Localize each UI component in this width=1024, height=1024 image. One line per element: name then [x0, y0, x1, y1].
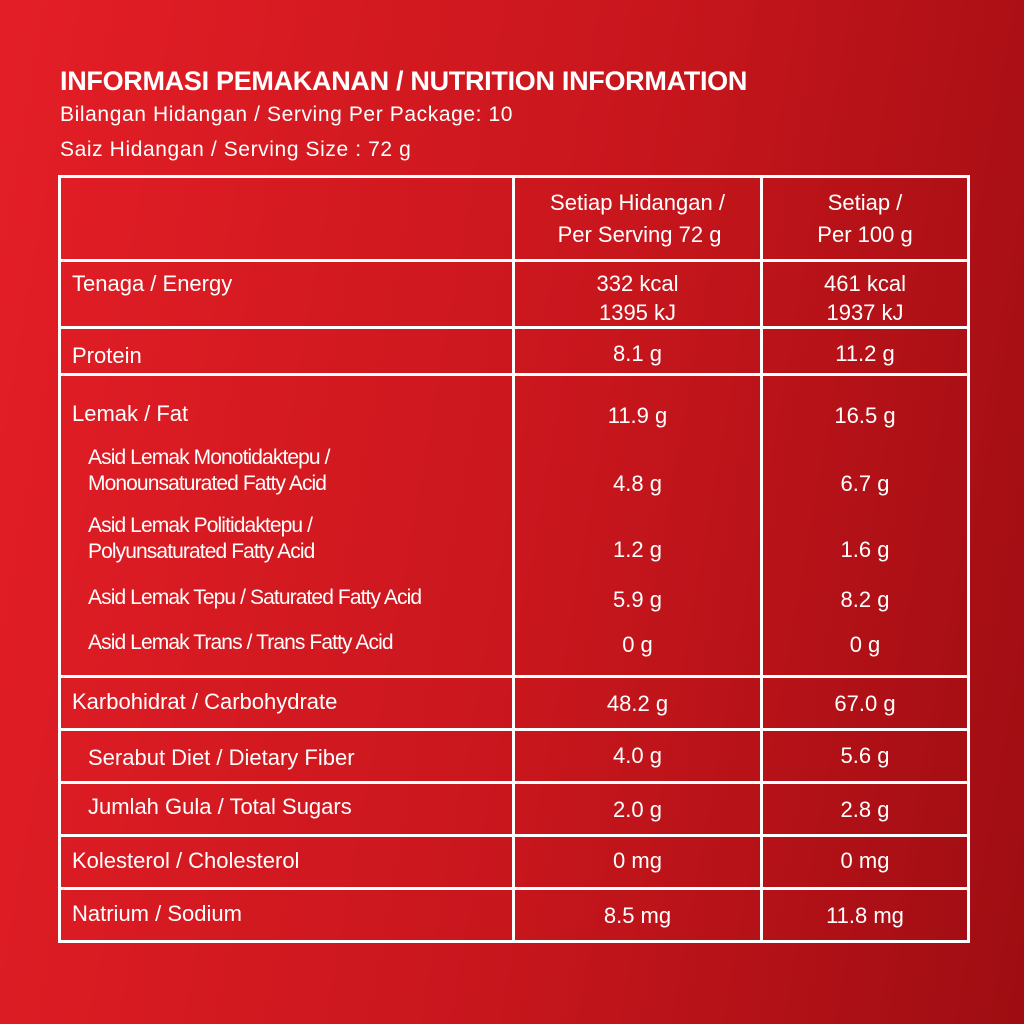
saturated-fat-label: Asid Lemak Tepu / Saturated Fatty Acid	[88, 586, 422, 609]
table-row-fiber: Serabut Diet / Dietary Fiber 4.0 g 5.6 g	[58, 728, 970, 784]
table-row-protein: Protein 8.1 g 11.2 g	[58, 326, 970, 376]
mono-fat-per-100g: 6.7 g	[840, 471, 890, 496]
energy-kcal-per-100g: 461 kcal	[824, 271, 906, 296]
poly-fat-label-line1: Asid Lemak Politidaktepu /	[88, 514, 313, 537]
carbohydrate-per-serving: 48.2 g	[606, 691, 669, 716]
saturated-fat-per-100g: 8.2 g	[840, 587, 890, 612]
protein-per-100g: 11.2 g	[835, 341, 895, 366]
table-row-cholesterol: Kolesterol / Cholesterol 0 mg 0 mg	[58, 834, 970, 890]
sugars-label: Jumlah Gula / Total Sugars	[88, 794, 352, 819]
protein-per-serving: 8.1 g	[613, 341, 662, 366]
table-row-sugars: Jumlah Gula / Total Sugars 2.0 g 2.8 g	[58, 781, 970, 837]
protein-label: Protein	[72, 343, 142, 368]
serving-size: Saiz Hidangan / Serving Size : 72 g	[60, 138, 412, 161]
poly-fat-label-line2: Polyunsaturated Fatty Acid	[88, 540, 315, 563]
trans-fat-per-serving: 0 g	[622, 632, 653, 657]
sodium-label: Natrium / Sodium	[72, 901, 242, 926]
mono-fat-label-line1: Asid Lemak Monotidaktepu /	[88, 446, 330, 469]
energy-kcal-per-serving: 332 kcal	[596, 271, 679, 296]
carbohydrate-per-100g: 67.0 g	[834, 691, 896, 716]
carbohydrate-label: Karbohidrat / Carbohydrate	[72, 689, 338, 714]
fat-per-serving: 11.9 g	[607, 403, 668, 428]
poly-fat-per-100g: 1.6 g	[840, 537, 890, 562]
table-row-fat: Lemak / Fat Asid Lemak Monotidaktepu / M…	[58, 373, 970, 678]
energy-kj-per-serving: 1395 kJ	[598, 300, 677, 325]
sodium-per-100g: 11.8 mg	[826, 903, 904, 928]
mono-fat-per-serving: 4.8 g	[613, 471, 662, 496]
fiber-per-100g: 5.6 g	[840, 743, 890, 768]
nutrition-table: Setiap Hidangan / Per Serving 72 g Setia…	[58, 175, 970, 943]
trans-fat-per-100g: 0 g	[849, 632, 881, 657]
header-per-100g-line2: Per 100 g	[817, 222, 913, 247]
trans-fat-label: Asid Lemak Trans / Trans Fatty Acid	[88, 631, 394, 654]
mono-fat-label-line2: Monounsaturated Fatty Acid	[88, 472, 327, 495]
table-row-energy: Tenaga / Energy 332 kcal 1395 kJ 461 kca…	[58, 259, 970, 329]
header-per-serving-line1: Setiap Hidangan /	[550, 190, 725, 215]
fiber-per-serving: 4.0 g	[613, 743, 662, 768]
cholesterol-label: Kolesterol / Cholesterol	[72, 848, 300, 873]
header-per-serving-line2: Per Serving 72 g	[557, 222, 722, 247]
table-header-row: Setiap Hidangan / Per Serving 72 g Setia…	[58, 175, 970, 262]
page-title: INFORMASI PEMAKANAN / NUTRITION INFORMAT…	[60, 66, 748, 96]
cholesterol-per-serving: 0 mg	[613, 848, 662, 873]
saturated-fat-per-serving: 5.9 g	[613, 587, 662, 612]
cholesterol-per-100g: 0 mg	[840, 848, 890, 873]
sodium-per-serving: 8.5 mg	[603, 903, 672, 928]
header-empty-cell	[58, 175, 515, 262]
servings-per-package: Bilangan Hidangan / Serving Per Package:…	[60, 103, 514, 126]
fiber-label: Serabut Diet / Dietary Fiber	[88, 745, 355, 770]
sugars-per-serving: 2.0 g	[613, 797, 662, 822]
table-row-sodium: Natrium / Sodium 8.5 mg 11.8 mg	[58, 887, 970, 943]
poly-fat-per-serving: 1.2 g	[613, 537, 662, 562]
table-row-carbohydrate: Karbohidrat / Carbohydrate 48.2 g 67.0 g	[58, 675, 970, 731]
energy-label: Tenaga / Energy	[72, 271, 233, 296]
header-per-100g-line1: Setiap /	[827, 190, 903, 215]
fat-per-100g: 16.5 g	[834, 403, 896, 428]
sugars-per-100g: 2.8 g	[840, 797, 890, 822]
energy-kj-per-100g: 1937 kJ	[826, 300, 904, 325]
fat-label: Lemak / Fat	[72, 401, 189, 426]
